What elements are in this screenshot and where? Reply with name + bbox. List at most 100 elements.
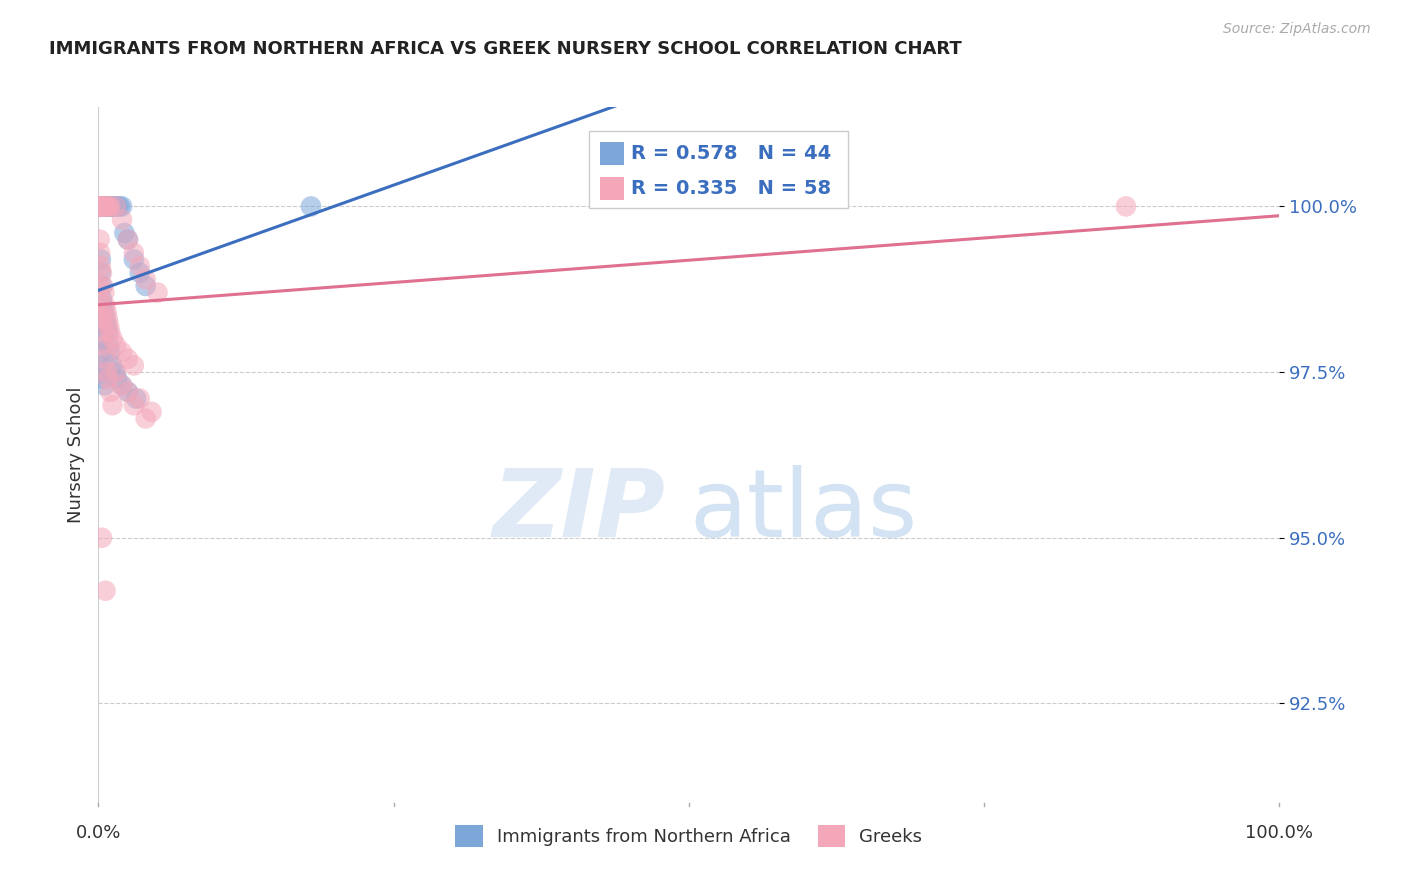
Point — [97, 199, 120, 213]
Point — [122, 245, 145, 260]
Point — [105, 372, 128, 386]
Point — [1115, 199, 1137, 213]
Point — [135, 411, 157, 425]
Point — [94, 299, 117, 313]
Text: R = 0.335   N = 58: R = 0.335 N = 58 — [631, 179, 831, 198]
Point — [98, 326, 121, 340]
Point — [91, 531, 114, 545]
Point — [90, 199, 112, 213]
Point — [117, 351, 139, 366]
Point — [93, 285, 115, 300]
Point — [96, 365, 118, 379]
Point — [111, 378, 134, 392]
Point — [103, 199, 125, 213]
Point — [90, 199, 112, 213]
Point — [117, 384, 139, 399]
Point — [96, 199, 118, 213]
Point — [90, 359, 112, 373]
Point — [101, 359, 124, 373]
Point — [111, 199, 134, 213]
Point — [89, 199, 111, 213]
Text: ZIP: ZIP — [492, 465, 665, 557]
Point — [97, 372, 120, 386]
Point — [91, 199, 114, 213]
Point — [91, 266, 114, 280]
Point — [87, 199, 110, 213]
Point — [90, 305, 112, 319]
Point — [135, 279, 157, 293]
Point — [128, 259, 150, 273]
Point — [98, 199, 121, 213]
Point — [104, 365, 127, 379]
Point — [89, 332, 111, 346]
Point — [93, 378, 115, 392]
Point — [91, 365, 114, 379]
Point — [93, 199, 115, 213]
Point — [112, 226, 135, 240]
Point — [125, 392, 148, 406]
Point — [105, 365, 128, 379]
Point — [105, 199, 128, 213]
Point — [91, 299, 114, 313]
Point — [97, 312, 120, 326]
Text: Source: ZipAtlas.com: Source: ZipAtlas.com — [1223, 22, 1371, 37]
Point — [89, 199, 111, 213]
Point — [94, 583, 117, 598]
Point — [98, 384, 121, 399]
Point — [128, 392, 150, 406]
Point — [117, 384, 139, 399]
Point — [98, 338, 121, 352]
Point — [128, 266, 150, 280]
Point — [122, 398, 145, 412]
Point — [100, 199, 122, 213]
Point — [87, 279, 110, 293]
Point — [96, 305, 118, 319]
Point — [122, 359, 145, 373]
Point — [94, 199, 117, 213]
Point — [89, 233, 111, 247]
Point — [94, 312, 117, 326]
Text: 100.0%: 100.0% — [1246, 823, 1313, 842]
Point — [141, 405, 163, 419]
Point — [93, 305, 115, 319]
Point — [94, 199, 117, 213]
Point — [93, 338, 115, 352]
Point — [98, 199, 121, 213]
Point — [94, 351, 117, 366]
Point — [90, 266, 112, 280]
Point — [91, 199, 114, 213]
Point — [105, 199, 128, 213]
Point — [117, 233, 139, 247]
Point — [98, 345, 121, 359]
Text: R = 0.578   N = 44: R = 0.578 N = 44 — [631, 144, 831, 163]
Point — [101, 398, 124, 412]
Text: IMMIGRANTS FROM NORTHERN AFRICA VS GREEK NURSERY SCHOOL CORRELATION CHART: IMMIGRANTS FROM NORTHERN AFRICA VS GREEK… — [49, 40, 962, 58]
Point — [91, 372, 114, 386]
Point — [146, 285, 169, 300]
Point — [108, 199, 131, 213]
Point — [90, 252, 112, 267]
Point — [299, 199, 322, 213]
Point — [91, 279, 114, 293]
Point — [91, 199, 114, 213]
Point — [91, 199, 114, 213]
Point — [101, 332, 124, 346]
Y-axis label: Nursery School: Nursery School — [66, 386, 84, 524]
Point — [117, 233, 139, 247]
Text: atlas: atlas — [689, 465, 917, 557]
Point — [111, 345, 134, 359]
Point — [101, 199, 124, 213]
Point — [105, 199, 128, 213]
Point — [90, 345, 112, 359]
Point — [91, 199, 114, 213]
Point — [89, 245, 111, 260]
Point — [98, 199, 121, 213]
Legend: Immigrants from Northern Africa, Greeks: Immigrants from Northern Africa, Greeks — [447, 816, 931, 856]
Point — [96, 199, 118, 213]
Point — [98, 199, 121, 213]
Point — [111, 378, 134, 392]
Point — [97, 199, 120, 213]
Point — [122, 252, 145, 267]
Point — [91, 312, 114, 326]
Point — [98, 318, 121, 333]
